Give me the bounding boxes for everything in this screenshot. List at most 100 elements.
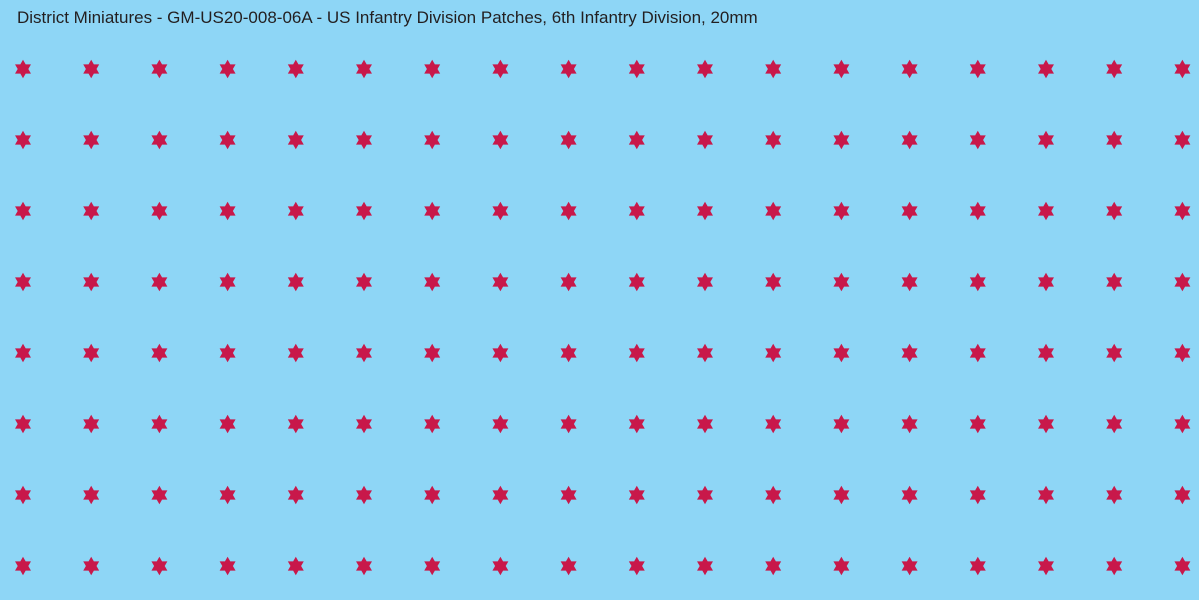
six-pointed-star-icon [15, 414, 31, 434]
six-pointed-star-icon [1174, 343, 1191, 363]
six-pointed-star-icon [424, 201, 441, 221]
six-pointed-star-icon [901, 414, 918, 434]
six-pointed-star-icon [833, 272, 850, 292]
six-pointed-star-icon [287, 201, 304, 221]
six-pointed-star-icon [628, 130, 645, 150]
six-pointed-star-icon [833, 59, 850, 79]
six-pointed-star-icon [15, 59, 31, 79]
six-pointed-star-icon [424, 343, 441, 363]
six-pointed-star-icon [1038, 556, 1054, 576]
six-pointed-star-icon [219, 343, 236, 363]
six-pointed-star-icon [560, 201, 577, 221]
six-pointed-star-icon [356, 130, 372, 150]
six-pointed-star-icon [219, 201, 236, 221]
six-pointed-star-icon [833, 556, 850, 576]
six-pointed-star-icon [969, 272, 986, 292]
six-pointed-star-icon [1174, 272, 1191, 292]
six-pointed-star-icon [1106, 272, 1123, 292]
six-pointed-star-icon [901, 130, 918, 150]
six-pointed-star-icon [1174, 59, 1191, 79]
six-pointed-star-icon [1038, 272, 1054, 292]
six-pointed-star-icon [492, 201, 509, 221]
six-pointed-star-icon [1038, 201, 1054, 221]
six-pointed-star-icon [1106, 130, 1123, 150]
six-pointed-star-icon [151, 130, 168, 150]
six-pointed-star-icon [1106, 343, 1123, 363]
six-pointed-star-icon [969, 414, 986, 434]
six-pointed-star-icon [833, 414, 850, 434]
six-pointed-star-icon [560, 414, 577, 434]
six-pointed-star-icon [1038, 130, 1054, 150]
six-pointed-star-icon [151, 343, 168, 363]
six-pointed-star-icon [969, 556, 986, 576]
six-pointed-star-icon [424, 59, 441, 79]
six-pointed-star-icon [765, 59, 782, 79]
six-pointed-star-icon [356, 414, 372, 434]
six-pointed-star-icon [83, 201, 100, 221]
six-pointed-star-icon [1106, 556, 1123, 576]
six-pointed-star-icon [969, 59, 986, 79]
six-pointed-star-icon [560, 272, 577, 292]
six-pointed-star-icon [287, 556, 304, 576]
six-pointed-star-icon [1174, 414, 1191, 434]
six-pointed-star-icon [833, 130, 850, 150]
six-pointed-star-icon [697, 130, 713, 150]
six-pointed-star-icon [901, 485, 918, 505]
six-pointed-star-icon [1038, 343, 1054, 363]
six-pointed-star-icon [833, 485, 850, 505]
six-pointed-star-icon [901, 343, 918, 363]
six-pointed-star-icon [1106, 414, 1123, 434]
six-pointed-star-icon [492, 59, 509, 79]
six-pointed-star-icon [697, 485, 713, 505]
six-pointed-star-icon [1038, 485, 1054, 505]
six-pointed-star-icon [628, 272, 645, 292]
six-pointed-star-icon [356, 556, 372, 576]
six-pointed-star-icon [697, 556, 713, 576]
six-pointed-star-icon [901, 59, 918, 79]
six-pointed-star-icon [765, 272, 782, 292]
six-pointed-star-icon [1174, 130, 1191, 150]
six-pointed-star-icon [83, 485, 100, 505]
six-pointed-star-icon [901, 272, 918, 292]
six-pointed-star-icon [424, 485, 441, 505]
six-pointed-star-icon [969, 201, 986, 221]
six-pointed-star-icon [833, 343, 850, 363]
six-pointed-star-icon [219, 485, 236, 505]
six-pointed-star-icon [628, 59, 645, 79]
six-pointed-star-icon [1038, 59, 1054, 79]
six-pointed-star-icon [628, 485, 645, 505]
six-pointed-star-icon [901, 556, 918, 576]
six-pointed-star-icon [287, 343, 304, 363]
six-pointed-star-icon [1106, 201, 1123, 221]
six-pointed-star-icon [492, 485, 509, 505]
six-pointed-star-icon [356, 272, 372, 292]
six-pointed-star-icon [1106, 59, 1123, 79]
six-pointed-star-icon [492, 343, 509, 363]
six-pointed-star-icon [356, 201, 372, 221]
six-pointed-star-icon [492, 414, 509, 434]
six-pointed-star-icon [833, 201, 850, 221]
six-pointed-star-icon [219, 272, 236, 292]
six-pointed-star-icon [969, 343, 986, 363]
six-pointed-star-icon [83, 556, 100, 576]
six-pointed-star-icon [560, 485, 577, 505]
six-pointed-star-icon [151, 485, 168, 505]
sheet-title: District Miniatures - GM-US20-008-06A - … [17, 8, 758, 27]
six-pointed-star-icon [424, 272, 441, 292]
six-pointed-star-icon [560, 556, 577, 576]
six-pointed-star-icon [287, 414, 304, 434]
six-pointed-star-icon [83, 130, 100, 150]
six-pointed-star-icon [15, 201, 31, 221]
six-pointed-star-icon [83, 414, 100, 434]
six-pointed-star-icon [151, 272, 168, 292]
six-pointed-star-icon [628, 201, 645, 221]
six-pointed-star-icon [83, 272, 100, 292]
six-pointed-star-icon [1174, 485, 1191, 505]
six-pointed-star-icon [697, 272, 713, 292]
six-pointed-star-icon [15, 130, 31, 150]
six-pointed-star-icon [765, 556, 782, 576]
six-pointed-star-icon [424, 130, 441, 150]
six-pointed-star-icon [492, 272, 509, 292]
